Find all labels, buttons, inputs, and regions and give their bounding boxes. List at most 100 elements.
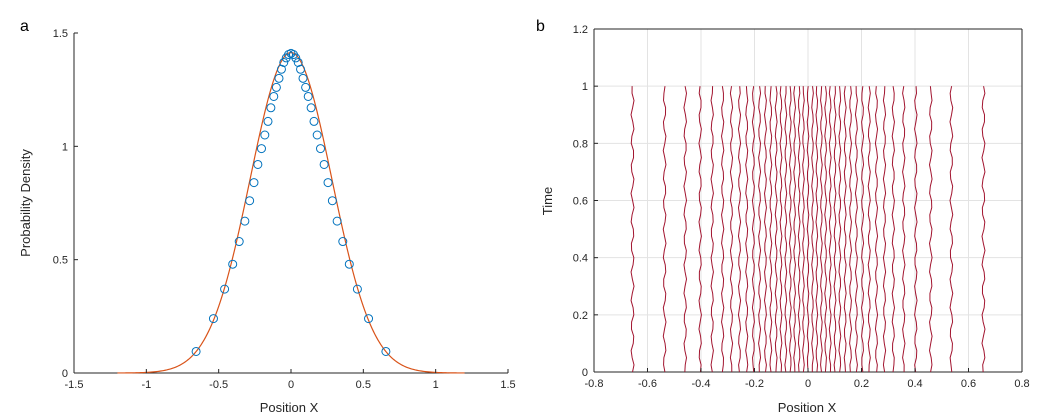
panel-b: b -0.8 -0.6 -0.4 -0.2 0 0.2 0.4 0.6 0.8 00.20.40… <box>536 18 1030 415</box>
panel-a-marker-14 <box>271 82 281 92</box>
panel-a-x-ticks: -1.5 -1 -0.5 0 0.5 1 1.5 <box>65 369 516 391</box>
panel-b-trajectory-13 <box>774 86 778 373</box>
panel-b-trajectory-16 <box>788 86 792 373</box>
panel-a-marker-26 <box>301 82 311 92</box>
panel-b-trajectory-10 <box>758 86 762 373</box>
panel-a-marker-36 <box>338 237 348 247</box>
panel-b-trajectory-33 <box>874 86 879 373</box>
panel-b-trajectory-14 <box>779 86 783 373</box>
panel-b-trajectory-28 <box>843 86 847 373</box>
panel-b-trajectory-31 <box>861 86 865 373</box>
panel-b-y-tick-label-6: 1.2 <box>573 24 588 36</box>
panel-a-marker-37 <box>344 259 354 269</box>
panel-b-trajectory-2 <box>683 86 688 373</box>
panel-b-trajectory-25 <box>828 86 832 373</box>
panel-b-x-tick-label-8: 0.8 <box>1014 378 1029 390</box>
panel-b-trajectory-8 <box>745 86 749 373</box>
panel-b-trajectory-18 <box>797 86 801 373</box>
panel-b-trajectory-15 <box>784 86 788 373</box>
panel-a-y-axis-label: Probability Density <box>18 149 33 257</box>
panel-b-y-tick-label-1: 0.2 <box>573 310 588 322</box>
panel-b-trajectory-12 <box>769 86 773 373</box>
panel-a-marker-2 <box>220 284 230 294</box>
panel-b-y-axis-label: Time <box>540 187 555 215</box>
panel-a-marker-30 <box>312 130 322 140</box>
panel-b-trajectory-40 <box>981 86 986 373</box>
panel-a-marker-5 <box>240 216 250 226</box>
panel-b-trajectory-23 <box>820 86 823 373</box>
panel-b-x-ticks: -0.8 -0.6 -0.4 -0.2 0 0.2 0.4 0.6 0.8 <box>585 368 1030 390</box>
panel-a-y-tick-label-0: 0 <box>62 368 68 380</box>
panel-a-marker-1 <box>208 314 218 324</box>
panel-b-trajectory-37 <box>914 86 918 373</box>
panel-a-x-tick-label-5: 1 <box>433 379 439 391</box>
panel-a-y-tick-label-2: 1 <box>62 141 68 153</box>
panel-b-y-tick-label-2: 0.4 <box>573 253 588 265</box>
panel-b-trajectory-26 <box>833 86 837 373</box>
panel-b-trajectory-34 <box>882 86 887 373</box>
panel-b-trajectory-4 <box>710 86 714 373</box>
panel-a-y-tick-label-3: 1.5 <box>53 28 68 40</box>
panel-b-y-tick-label-5: 1 <box>582 81 588 93</box>
panel-a-y-tick-label-1: 0.5 <box>53 255 68 267</box>
panel-a-marker-33 <box>323 178 333 188</box>
panel-b-label: b <box>536 18 545 35</box>
panel-b-y-tick-label-3: 0.6 <box>573 196 588 208</box>
panel-b-trajectory-3 <box>698 86 702 373</box>
panel-a-marker-32 <box>319 159 329 169</box>
panel-a-marker-6 <box>245 196 255 206</box>
panel-b-plot-area <box>593 28 1023 373</box>
panel-a-marker-28 <box>306 103 316 113</box>
panel-b-trajectory-21 <box>811 86 814 373</box>
panel-a-x-tick-label-1: -1 <box>141 379 151 391</box>
panel-a-marker-35 <box>332 216 342 226</box>
panel-b-x-tick-label-2: -0.4 <box>692 378 711 390</box>
panel-a-marker-34 <box>327 196 337 206</box>
panel-b-trajectory-35 <box>891 86 895 373</box>
panel-a-marker-9 <box>256 144 266 154</box>
panel-a-marker-24 <box>296 64 306 74</box>
panel-a-marker-3 <box>228 259 238 269</box>
panel-a-marker-31 <box>316 144 326 154</box>
panel-a-marker-40 <box>381 346 391 356</box>
panel-b-x-tick-label-6: 0.4 <box>907 378 922 390</box>
panel-b-trajectory-17 <box>793 86 796 373</box>
panel-a-x-tick-label-0: -1.5 <box>65 379 84 391</box>
panel-a-marker-22 <box>291 53 301 63</box>
panel-a-density-curve <box>117 51 465 374</box>
panel-b-trajectory-0 <box>630 86 635 373</box>
panel-a: a -1.5 -1 -0.5 0 0.5 1 1.5 0 0.5 1 1.5 Position X… <box>18 18 516 415</box>
panel-a-marker-12 <box>266 103 276 113</box>
panel-a-label: a <box>20 18 29 35</box>
panel-b-x-axis-label: Position X <box>778 400 837 415</box>
panel-b-x-tick-label-3: -0.2 <box>745 378 764 390</box>
panel-a-marker-10 <box>260 130 270 140</box>
panel-b-trajectory-1 <box>662 86 667 373</box>
panel-b-trajectory-7 <box>737 86 742 373</box>
panel-a-x-tick-label-4: 0.5 <box>356 379 371 391</box>
panel-a-x-tick-label-3: 0 <box>288 379 294 391</box>
panel-a-plot-area <box>73 33 508 374</box>
panel-b-trajectory-36 <box>902 86 906 373</box>
panel-b-trajectory-22 <box>815 86 819 373</box>
panel-b-trajectory-19 <box>802 86 805 373</box>
panel-b-x-tick-label-1: -0.6 <box>638 378 657 390</box>
panel-b-trajectory-29 <box>849 86 853 373</box>
panel-b-trajectory-27 <box>838 86 842 373</box>
panel-a-marker-15 <box>274 73 284 83</box>
panel-b-trajectory-39 <box>949 86 954 373</box>
panel-a-x-tick-label-2: -0.5 <box>209 379 228 391</box>
panel-b-x-tick-label-5: 0.2 <box>854 378 869 390</box>
panel-a-x-tick-label-6: 1.5 <box>500 379 515 391</box>
panel-a-marker-4 <box>234 237 244 247</box>
panel-a-marker-13 <box>269 91 279 101</box>
panel-a-x-axis-label: Position X <box>260 400 319 415</box>
panel-a-marker-8 <box>253 159 263 169</box>
panel-b-y-ticks: 0 0.2 0.4 0.6 0.8 1 1.2 <box>573 24 598 379</box>
panel-a-marker-39 <box>364 314 374 324</box>
panel-b-y-tick-label-4: 0.8 <box>573 138 588 150</box>
panel-b-x-tick-label-4: 0 <box>805 378 811 390</box>
panel-b-trajectory-6 <box>729 86 734 373</box>
panel-b-x-tick-label-0: -0.8 <box>585 378 604 390</box>
